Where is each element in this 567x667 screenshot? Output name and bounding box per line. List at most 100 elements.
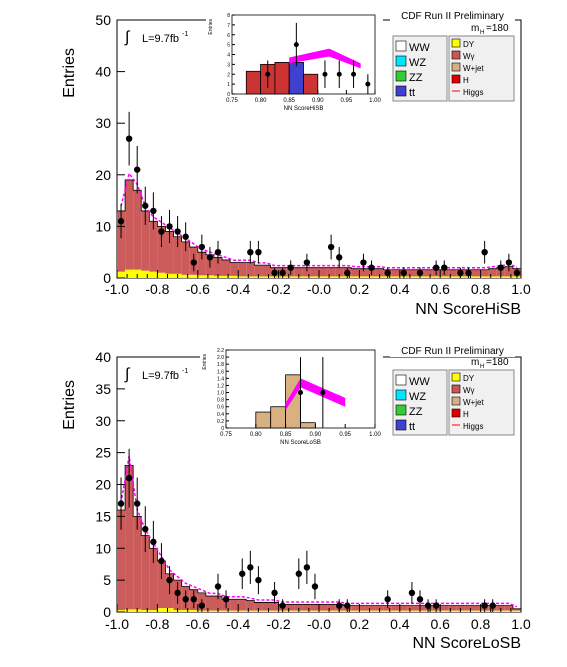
data-point	[125, 135, 133, 142]
stack-bar-dy	[367, 610, 376, 612]
legend-label: H	[463, 76, 469, 85]
inset-x-tick-label: 0.80	[255, 98, 267, 104]
stack-bar-dy	[391, 276, 400, 278]
higgs-band	[120, 456, 518, 608]
inset-data-point	[322, 71, 328, 77]
data-point	[190, 596, 197, 603]
legend-swatch	[395, 419, 407, 431]
x-tick-label: 1.0	[511, 281, 531, 297]
stack-bar-wgamma	[399, 605, 408, 611]
y-tick-label: 0	[103, 604, 111, 620]
stack-bar-dy	[262, 276, 271, 278]
data-point	[247, 564, 254, 571]
stack-bar-wgamma	[286, 604, 295, 611]
stack-bar-wgamma	[157, 226, 166, 273]
y-tick-label: 20	[95, 167, 111, 183]
x-axis-label: NN ScoreHiSB	[415, 301, 521, 318]
data-point	[416, 596, 424, 603]
x-tick-label: 0.8	[471, 281, 491, 297]
lumi-label: L=9.7fb	[142, 33, 179, 45]
stack-bar-wgamma	[238, 599, 247, 611]
stack-bar-dy	[504, 610, 513, 612]
data-point	[336, 602, 343, 609]
stack-bar-dy	[181, 274, 190, 278]
stack-bar-dy	[440, 276, 449, 278]
data-point	[400, 269, 408, 277]
stack-bar-wgamma	[302, 267, 311, 277]
stack-bar-dy	[488, 276, 497, 278]
stack-bar-wgamma	[133, 190, 142, 270]
x-tick-label: -0.4	[226, 281, 250, 297]
x-tick-label: 1.0	[511, 616, 531, 632]
data-point	[134, 166, 141, 173]
stack-bar-wgamma	[504, 605, 513, 611]
header-box	[390, 343, 515, 357]
legend-label: WW	[409, 376, 430, 388]
stack-bar-dy	[359, 276, 368, 278]
header-label: CDF Run II Preliminary	[401, 11, 504, 22]
stack-bar-dy	[319, 276, 328, 278]
legend-label: Higgs	[463, 422, 483, 431]
legend-label: WZ	[409, 391, 426, 403]
stack-bar-wgamma	[222, 259, 231, 276]
x-tick-label: 0.2	[350, 281, 370, 297]
legend-label: DY	[463, 374, 475, 383]
header-box	[390, 8, 515, 22]
stack-bar-dy	[230, 610, 239, 612]
stack-bar-dy	[262, 610, 271, 612]
inset-y-axis-label: Entries	[202, 354, 208, 370]
stack-bar-wgamma	[205, 596, 214, 611]
data-point	[150, 207, 157, 215]
y-tick-label: 15	[95, 508, 111, 524]
lumi-integral: ∫	[124, 29, 131, 46]
stack-bar-wgamma	[512, 608, 521, 611]
data-point	[424, 602, 432, 609]
stack-bar-wgamma	[375, 268, 384, 277]
legend-swatch	[395, 389, 407, 401]
mass-label: m	[471, 23, 479, 34]
inset-x-axis-label: NN ScoreLoSB	[280, 440, 321, 446]
legend-swatch	[451, 50, 461, 60]
stack-bar-wgamma	[310, 267, 319, 277]
inset-y-tick-label: 2.2	[217, 348, 224, 354]
legend-swatch	[395, 70, 407, 82]
inset-stack-bar	[288, 62, 304, 95]
mass-subscript: H	[480, 30, 484, 36]
stack-bar-dy	[512, 610, 521, 612]
higgs-band	[120, 171, 518, 269]
stack-bar-dy	[480, 276, 489, 278]
stack-bar-dy	[165, 608, 174, 612]
lumi-label: L=9.7fb	[142, 370, 179, 382]
inset-chart-top: 0.75 0.80 0.85 0.90 0.95 1.00 0 1 2 3 4 5 6 7 8 NN Scor…	[206, 10, 383, 114]
x-tick-label: -0.0	[307, 281, 331, 297]
stack-bar-dy	[310, 610, 319, 612]
data-point	[150, 538, 157, 546]
data-point	[287, 264, 294, 271]
chart-panel-bottom: -1.0 -0.8 -0.6 -0.4 -0.2 -0.0 0.2 0.4 0.6 0.8 1.00…	[61, 343, 531, 652]
y-tick-label: 10	[95, 540, 111, 556]
stack-bar-wgamma	[149, 221, 158, 272]
legend-swatch	[451, 74, 461, 84]
stack-bar-wgamma	[230, 262, 239, 276]
mass-subscript: H	[480, 364, 484, 370]
stack-bar-wgamma	[213, 257, 223, 276]
inset-data-point	[365, 81, 371, 87]
data-point	[158, 557, 165, 565]
stack-bar-wgamma	[367, 605, 376, 611]
data-point	[239, 570, 246, 577]
inset-stack-bar	[274, 62, 290, 95]
x-tick-label: -0.4	[226, 616, 250, 632]
x-tick-label: -1.0	[105, 281, 129, 297]
legend-label: WW	[409, 42, 430, 54]
inset-x-tick-label: 0.85	[283, 98, 295, 104]
inset-data-point	[293, 42, 299, 48]
legend-label: W+jet	[463, 64, 484, 73]
stack-bar-dy	[359, 610, 368, 612]
data-point	[327, 243, 335, 251]
stack-bar-wgamma	[125, 465, 134, 610]
legend-label: H	[463, 410, 469, 419]
stack-bar-dy	[125, 269, 134, 278]
inset-data-point	[298, 390, 303, 396]
stack-bar-dy	[310, 276, 319, 278]
stack-bar-dy	[440, 610, 449, 612]
